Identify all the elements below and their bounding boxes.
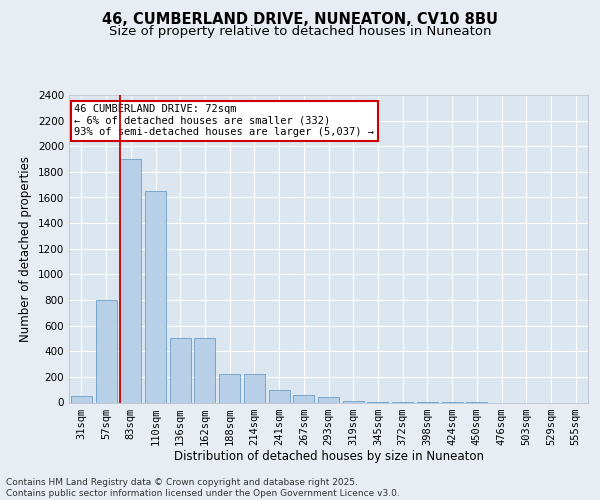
Y-axis label: Number of detached properties: Number of detached properties <box>19 156 32 342</box>
Bar <box>71 396 92 402</box>
Text: 46 CUMBERLAND DRIVE: 72sqm
← 6% of detached houses are smaller (332)
93% of semi: 46 CUMBERLAND DRIVE: 72sqm ← 6% of detac… <box>74 104 374 138</box>
Bar <box>219 374 240 402</box>
X-axis label: Distribution of detached houses by size in Nuneaton: Distribution of detached houses by size … <box>173 450 484 464</box>
Bar <box>269 390 290 402</box>
Bar <box>194 338 215 402</box>
Bar <box>293 395 314 402</box>
Bar <box>145 191 166 402</box>
Text: Size of property relative to detached houses in Nuneaton: Size of property relative to detached ho… <box>109 25 491 38</box>
Bar <box>95 300 116 402</box>
Text: 46, CUMBERLAND DRIVE, NUNEATON, CV10 8BU: 46, CUMBERLAND DRIVE, NUNEATON, CV10 8BU <box>102 12 498 28</box>
Bar <box>170 338 191 402</box>
Text: Contains HM Land Registry data © Crown copyright and database right 2025.
Contai: Contains HM Land Registry data © Crown c… <box>6 478 400 498</box>
Bar <box>318 396 339 402</box>
Bar <box>120 159 141 402</box>
Bar <box>244 374 265 402</box>
Bar <box>343 400 364 402</box>
